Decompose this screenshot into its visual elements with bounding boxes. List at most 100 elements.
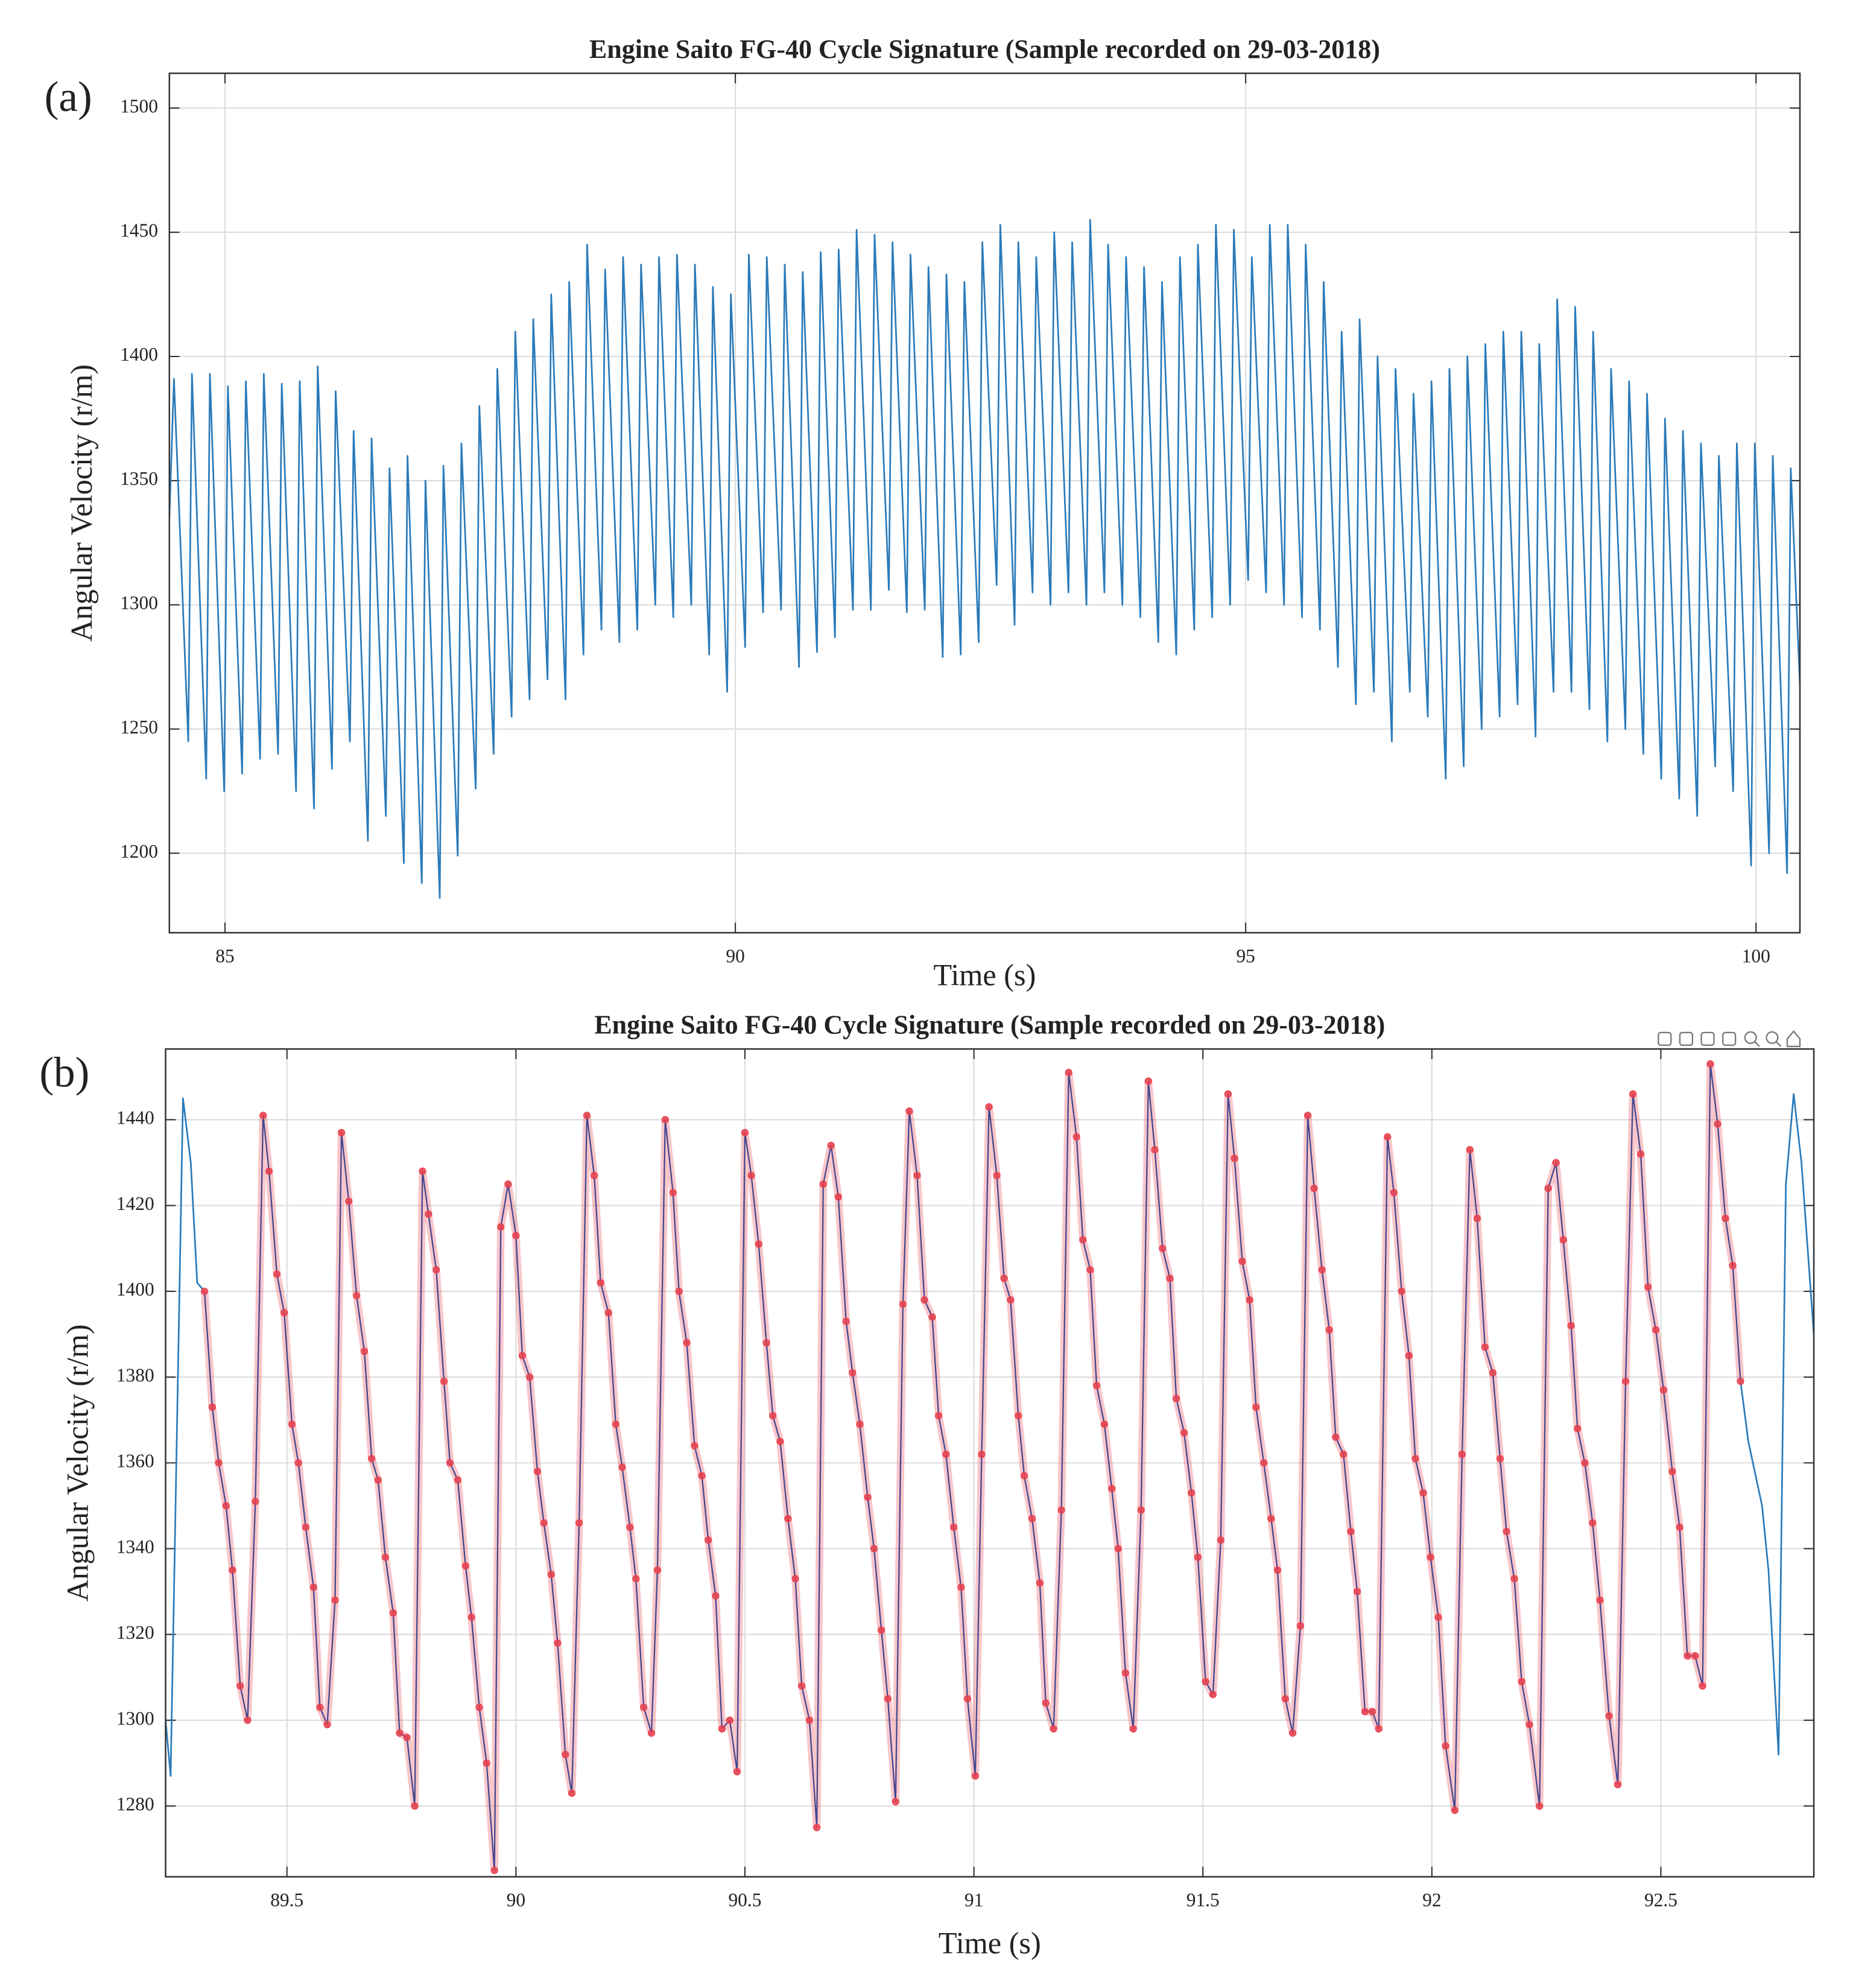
marker: [1036, 1579, 1044, 1587]
marker: [913, 1171, 921, 1180]
marker: [381, 1553, 390, 1561]
marker: [842, 1317, 850, 1325]
marker: [1390, 1189, 1398, 1197]
marker: [432, 1266, 440, 1274]
marker: [1434, 1613, 1442, 1621]
marker: [1121, 1669, 1129, 1677]
marker: [490, 1866, 498, 1875]
marker: [1737, 1378, 1744, 1385]
marker: [288, 1420, 296, 1428]
marker: [1621, 1378, 1630, 1385]
marker: [280, 1309, 288, 1317]
marker: [1079, 1236, 1087, 1244]
marker: [1510, 1575, 1518, 1583]
marker: [360, 1347, 369, 1355]
x-tick-label: 91: [965, 1890, 983, 1911]
x-tick-label: 90.5: [728, 1890, 761, 1911]
marker: [1057, 1506, 1065, 1514]
marker: [726, 1716, 733, 1724]
marker: [265, 1167, 273, 1175]
marker: [454, 1476, 461, 1484]
marker: [1050, 1725, 1057, 1733]
x-tick-label: 92: [1422, 1890, 1441, 1911]
icon-glyph: [1744, 1031, 1757, 1044]
marker: [870, 1545, 878, 1553]
marker: [1238, 1258, 1246, 1265]
marker: [1042, 1699, 1050, 1707]
marker: [661, 1116, 669, 1124]
marker: [294, 1459, 302, 1467]
marker: [1353, 1588, 1361, 1595]
marker: [1427, 1553, 1434, 1561]
toolbar-icon[interactable]: [1700, 1031, 1715, 1046]
marker: [1567, 1322, 1575, 1329]
marker: [1072, 1133, 1080, 1141]
y-tick-label: 1420: [116, 1193, 154, 1214]
toolbar-icon[interactable]: [1722, 1031, 1737, 1046]
marker: [526, 1373, 534, 1381]
panel-label: (a): [45, 74, 92, 121]
y-axis-label: Angular Velocity (r/m): [61, 1324, 95, 1601]
toolbar-icon[interactable]: [1744, 1031, 1760, 1047]
marker: [1114, 1545, 1122, 1553]
toolbar-icon[interactable]: [1786, 1030, 1801, 1048]
marker: [784, 1515, 792, 1522]
icon-glyph: [1658, 1031, 1672, 1046]
marker: [683, 1339, 691, 1347]
marker: [813, 1823, 821, 1831]
marker: [1108, 1484, 1116, 1493]
marker: [905, 1107, 913, 1115]
icon-glyph: [1766, 1031, 1779, 1044]
y-tick-label: 1200: [120, 841, 158, 862]
marker: [1644, 1283, 1652, 1291]
marker: [762, 1339, 770, 1347]
marker: [1065, 1069, 1072, 1077]
marker: [533, 1467, 542, 1475]
marker: [467, 1613, 475, 1621]
toolbar-icon[interactable]: [1679, 1031, 1694, 1046]
marker: [331, 1596, 339, 1604]
marker: [1369, 1708, 1376, 1715]
marker: [604, 1309, 612, 1317]
marker: [1659, 1386, 1668, 1394]
marker: [215, 1459, 223, 1467]
marker: [618, 1463, 626, 1471]
marker: [1267, 1515, 1275, 1522]
y-tick-label: 1300: [116, 1708, 154, 1729]
marker: [827, 1142, 835, 1150]
icon-glyph: [1786, 1030, 1801, 1048]
marker: [878, 1626, 885, 1634]
marker: [1202, 1677, 1209, 1686]
marker: [1544, 1185, 1552, 1192]
marker: [475, 1703, 483, 1711]
marker: [653, 1566, 662, 1574]
toolbar-icon[interactable]: [1766, 1031, 1782, 1047]
marker: [504, 1180, 512, 1188]
marker: [396, 1729, 404, 1737]
marker: [1217, 1536, 1224, 1544]
chart: 1200 1250 1300 1350 1400 1450 1500 85 90 95 100 Eng…: [45, 34, 1801, 992]
marker: [440, 1378, 448, 1385]
y-tick-label: 1440: [116, 1107, 154, 1129]
marker: [1411, 1455, 1419, 1463]
marker: [1246, 1296, 1253, 1304]
marker: [1015, 1412, 1022, 1420]
marker: [1525, 1721, 1533, 1729]
marker: [978, 1451, 986, 1458]
marker: [1000, 1274, 1008, 1282]
marker: [446, 1459, 454, 1467]
marker: [1684, 1652, 1691, 1660]
marker: [1451, 1806, 1459, 1814]
marker: [1503, 1528, 1510, 1536]
marker: [834, 1193, 842, 1201]
marker: [1405, 1352, 1413, 1360]
marker: [950, 1523, 958, 1531]
toolbar-icon[interactable]: [1658, 1031, 1672, 1046]
marker: [562, 1750, 569, 1759]
marker: [1375, 1725, 1383, 1733]
marker: [899, 1300, 907, 1308]
marker: [920, 1296, 928, 1304]
marker: [985, 1103, 993, 1111]
marker: [864, 1493, 872, 1501]
